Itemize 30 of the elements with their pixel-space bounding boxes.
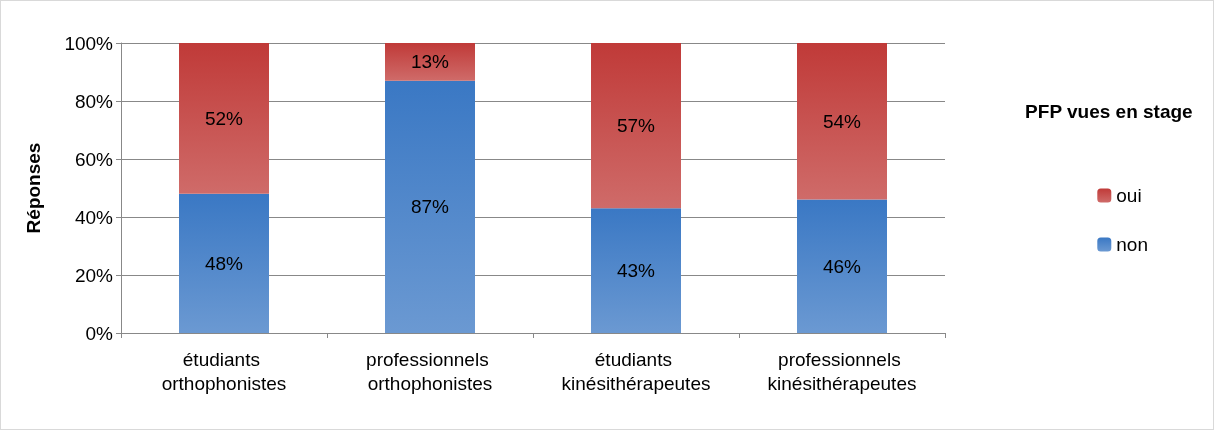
x-tick-label: étudiants kinésithérapeutes [561,348,711,394]
x-tick-label: étudiants orthophonistes [161,348,287,394]
bar [591,43,681,209]
data-label: 54% [822,110,862,132]
legend-title: PFP vues en stage [1025,101,1193,122]
data-label: 57% [616,115,656,137]
legend-label: non [1116,234,1148,255]
data-label: 87% [410,196,450,218]
y-axis-title: Réponses [23,142,44,234]
y-tick-label: 20% [74,264,114,286]
bar [385,80,475,333]
bar [797,43,887,200]
x-tick-label: professionnels orthophonistes [366,348,494,394]
y-tick-label: 40% [74,206,114,228]
bar [797,199,887,333]
data-label: 52% [204,107,244,129]
bar [385,43,475,81]
y-tick-label: 80% [74,90,114,112]
bar [179,43,269,194]
data-label: 48% [204,252,244,274]
legend-label: oui [1116,185,1142,206]
y-tick-label: 100% [64,32,114,54]
x-tick-label: professionnels kinésithérapeutes [767,348,917,394]
y-tick-label: 60% [74,148,114,170]
bar [179,193,269,333]
data-label: 43% [616,260,656,282]
data-label: 13% [410,51,450,73]
y-tick-label: 0% [85,322,114,344]
data-label: 46% [822,255,862,277]
bar [591,208,681,333]
